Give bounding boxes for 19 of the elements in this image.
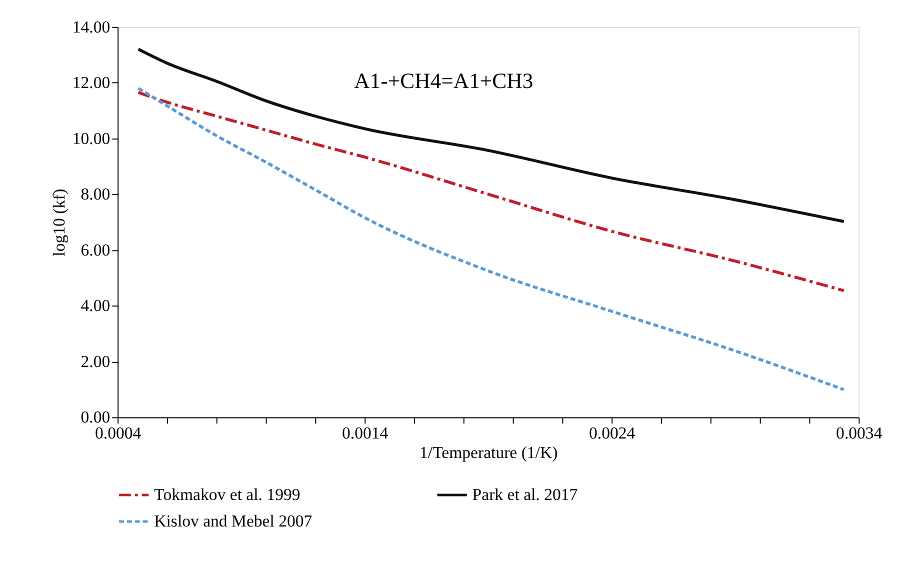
y-tick-label: 8.00 <box>80 184 110 204</box>
line-series <box>136 90 846 292</box>
y-tick-label: 6.00 <box>80 240 110 260</box>
text: A1-+CH4=A1+CH3 <box>354 69 534 94</box>
y-tick-label: 4.00 <box>80 296 110 316</box>
x-tick-label: 0.0024 <box>589 423 636 442</box>
y-tick-label: 10.00 <box>72 128 110 148</box>
y-tick-label: 12.00 <box>72 73 110 92</box>
x-tick-label: 0.0034 <box>836 423 883 442</box>
legend-label: Kislov and Mebel 2007 <box>154 511 312 530</box>
y-tick-label: 14.00 <box>72 17 110 36</box>
x-tick-label: 0.0014 <box>342 423 389 442</box>
legend-label: Tokmakov et al. 1999 <box>154 484 300 504</box>
x-axis-title: 1/Temperature (1/K) <box>420 443 558 462</box>
line-series <box>136 86 846 392</box>
line-series <box>136 48 846 223</box>
legend-label: Park et al. 2017 <box>472 484 578 504</box>
y-tick-label: 2.00 <box>80 352 110 371</box>
y-axis-title: log10 (kf) <box>49 188 68 256</box>
